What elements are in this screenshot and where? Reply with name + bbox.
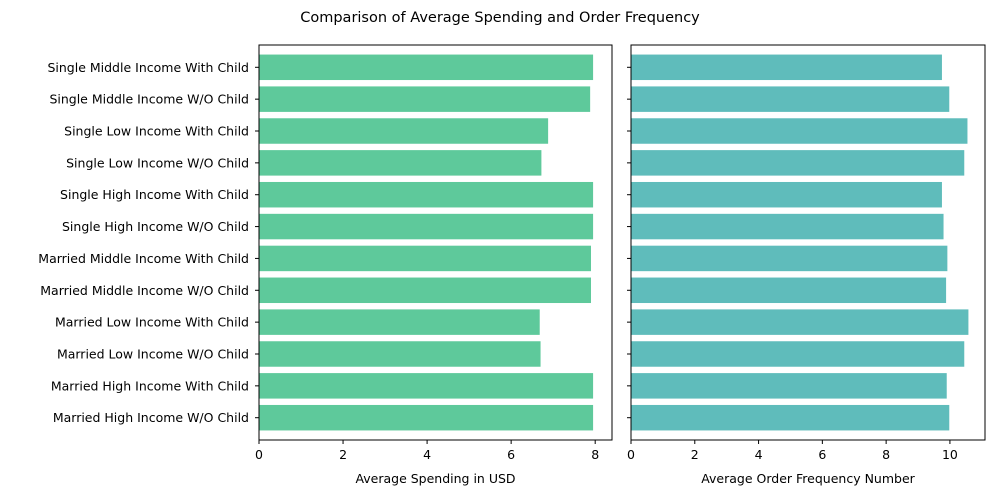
frequency-bar <box>631 118 968 144</box>
category-label: Single Low Income With Child <box>64 124 249 139</box>
frequency-bar <box>631 277 947 304</box>
category-label: Single High Income W/O Child <box>62 219 249 234</box>
spending-x-tick-label: 4 <box>423 447 431 462</box>
frequency-bar <box>631 245 948 272</box>
frequency-bar <box>631 213 944 240</box>
frequency-bar <box>631 309 969 335</box>
spending-bar <box>259 277 591 304</box>
frequency-bar <box>631 150 965 176</box>
frequency-x-axis-label: Average Order Frequency Number <box>701 471 915 486</box>
spending-bar <box>259 341 541 367</box>
category-label: Single Middle Income With Child <box>47 60 249 75</box>
spending-bar <box>259 150 542 176</box>
spending-bar <box>259 404 594 431</box>
spending-x-tick-label: 6 <box>507 447 515 462</box>
frequency-bar <box>631 373 947 399</box>
spending-bar <box>259 213 594 240</box>
category-label: Married High Income W/O Child <box>53 410 249 425</box>
category-label: Single Low Income W/O Child <box>66 155 249 170</box>
frequency-bar <box>631 86 950 112</box>
category-label: Married Low Income W/O Child <box>57 346 249 361</box>
frequency-bar <box>631 341 965 367</box>
frequency-x-tick-label: 4 <box>755 447 763 462</box>
spending-bar <box>259 373 594 399</box>
spending-axes-frame <box>258 44 613 441</box>
category-label: Married Middle Income With Child <box>38 251 249 266</box>
spending-x-axis-label: Average Spending in USD <box>355 471 515 486</box>
spending-bar <box>259 118 549 144</box>
category-label: Married Low Income With Child <box>55 315 249 330</box>
spending-bar <box>259 86 591 112</box>
spending-bar <box>259 181 594 208</box>
spending-x-tick-label: 8 <box>591 447 599 462</box>
frequency-panel: 0 2 4 6 8 10 Average Order Frequency Number <box>627 44 986 486</box>
frequency-bar <box>631 404 950 431</box>
spending-x-tick-label: 2 <box>339 447 347 462</box>
frequency-axes-frame <box>630 44 986 441</box>
frequency-x-tick-label: 10 <box>942 447 958 462</box>
frequency-bar <box>631 181 942 208</box>
spending-bar <box>259 54 594 81</box>
chart-title: Comparison of Average Spending and Order… <box>300 10 700 26</box>
category-label: Single Middle Income W/O Child <box>49 92 249 107</box>
spending-bar <box>259 245 591 272</box>
frequency-x-tick-label: 6 <box>818 447 826 462</box>
spending-bar <box>259 309 540 335</box>
frequency-x-tick-label: 2 <box>691 447 699 462</box>
frequency-x-tick-label: 0 <box>627 447 635 462</box>
spending-x-tick-label: 0 <box>255 447 263 462</box>
frequency-x-tick-label: 8 <box>882 447 890 462</box>
frequency-bar <box>631 54 942 81</box>
category-label: Married Middle Income W/O Child <box>40 283 249 298</box>
category-label: Single High Income With Child <box>60 187 249 202</box>
spending-panel: Married High Income W/O Child Married Hig… <box>38 44 613 486</box>
category-label: Married High Income With Child <box>51 378 249 393</box>
